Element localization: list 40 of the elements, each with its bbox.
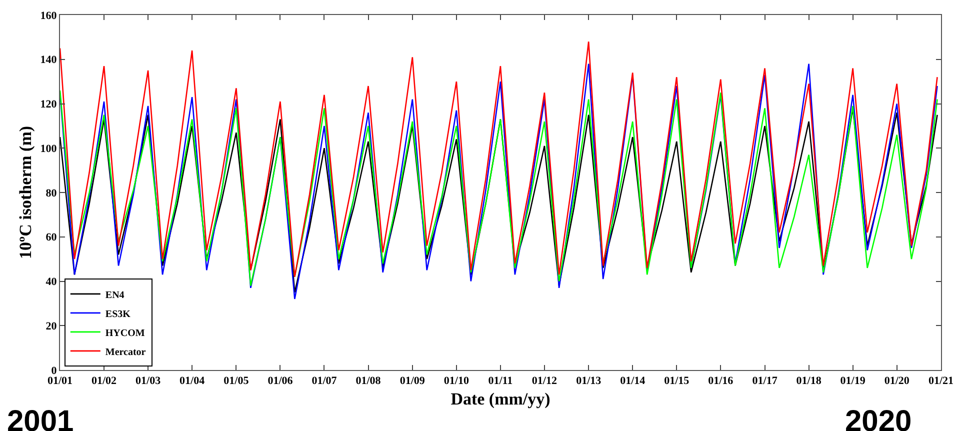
y-tick-label: 20 [46, 320, 58, 332]
x-tick-label: 01/21 [928, 375, 954, 388]
legend-label: Mercator [105, 346, 146, 358]
x-tick-label: 01/12 [532, 375, 558, 388]
x-tick-label: 01/08 [356, 375, 382, 388]
x-tick-label: 01/11 [488, 375, 513, 388]
x-tick-label: 01/04 [180, 375, 206, 388]
legend-label: HYCOM [105, 328, 146, 339]
x-tick-label: 01/10 [444, 375, 470, 388]
x-tick-label: 01/01 [47, 375, 73, 388]
y-axis-title: 10ºC isotherm (m) [16, 126, 35, 260]
line-series [60, 40, 938, 278]
legend-label: EN4 [105, 290, 124, 301]
x-tick-label: 01/02 [91, 375, 118, 388]
x-axis-title: Date (mm/yy) [450, 390, 550, 409]
y-tick-label: 140 [40, 54, 58, 66]
x-tick-label: 01/18 [796, 375, 822, 388]
y-tick-label: 60 [46, 232, 58, 244]
y-tick-label: 100 [40, 142, 58, 155]
x-tick-label: 01/14 [620, 375, 646, 388]
x-tick-label: 01/16 [708, 375, 734, 388]
x-tick-label: 01/07 [312, 375, 338, 388]
legend-label: ES3K [105, 308, 131, 320]
x-tick-label: 01/06 [268, 375, 294, 388]
text: 2001 [7, 405, 74, 431]
line-series [60, 63, 938, 300]
y-tick-label: 0 [51, 364, 58, 377]
x-tick-label: 01/15 [664, 375, 690, 388]
y-tick-label: 80 [46, 187, 58, 200]
y-tick-label: 40 [46, 276, 58, 288]
x-tick-label: 01/19 [840, 375, 866, 388]
x-tick-label: 01/05 [224, 375, 250, 388]
x-tick-label: 01/13 [576, 375, 602, 388]
x-tick-label: 01/09 [400, 375, 426, 388]
x-tick-label: 01/20 [884, 375, 910, 388]
x-tick-label: 01/17 [752, 375, 778, 388]
text: 2020 [845, 405, 912, 431]
y-tick-label: 160 [40, 10, 58, 22]
y-tick-label: 120 [40, 98, 58, 111]
x-tick-label: 01/03 [136, 375, 162, 388]
